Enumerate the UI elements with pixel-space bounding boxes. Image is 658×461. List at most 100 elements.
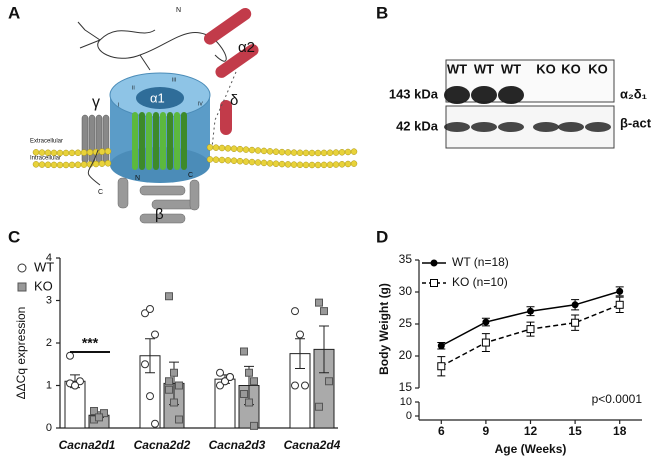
data-point bbox=[571, 301, 579, 309]
alpha2-helix bbox=[203, 7, 252, 45]
data-point bbox=[526, 325, 535, 334]
lipid bbox=[254, 147, 262, 154]
lipid bbox=[314, 149, 322, 157]
lipid bbox=[32, 149, 40, 156]
lipid bbox=[98, 148, 106, 155]
lipid bbox=[32, 161, 40, 168]
data-point bbox=[437, 342, 445, 350]
lipid bbox=[224, 157, 232, 164]
lipid bbox=[38, 161, 46, 168]
y-tick-label: 4 bbox=[46, 252, 52, 264]
lipid bbox=[326, 149, 334, 157]
band bbox=[533, 122, 559, 132]
data-point bbox=[226, 373, 234, 381]
lipid bbox=[350, 160, 358, 167]
chain bbox=[87, 149, 101, 186]
label: I bbox=[118, 102, 119, 108]
size-label: 143 kDa bbox=[389, 86, 439, 101]
data-point bbox=[571, 318, 580, 327]
x-tick-label: Cacna2d4 bbox=[284, 438, 341, 452]
lipid bbox=[104, 148, 112, 155]
lipid bbox=[260, 147, 268, 155]
helix bbox=[160, 112, 166, 170]
data-point bbox=[245, 398, 253, 407]
lipid bbox=[224, 145, 232, 152]
data-point bbox=[216, 381, 224, 390]
data-point bbox=[90, 407, 98, 415]
label: N bbox=[135, 175, 140, 182]
lipid bbox=[92, 160, 100, 168]
lane-label: WT bbox=[501, 61, 521, 76]
data-point bbox=[615, 300, 624, 309]
data-point bbox=[216, 368, 224, 377]
data-point bbox=[301, 381, 309, 390]
lipid bbox=[62, 161, 70, 169]
disulfide bbox=[211, 71, 237, 149]
helix bbox=[139, 112, 145, 170]
membrane bbox=[32, 144, 358, 169]
lane-label: KO bbox=[536, 61, 556, 76]
lipid bbox=[290, 161, 298, 168]
label: β bbox=[155, 206, 164, 223]
data-point bbox=[481, 338, 490, 347]
data-point bbox=[165, 292, 173, 301]
glycan bbox=[77, 21, 151, 71]
lipid bbox=[332, 161, 340, 168]
data-point bbox=[141, 309, 149, 318]
lipid bbox=[320, 161, 328, 169]
label: II bbox=[132, 85, 135, 91]
data-point bbox=[437, 362, 446, 371]
legend-marker bbox=[17, 282, 27, 292]
lipid bbox=[230, 145, 238, 152]
band bbox=[585, 122, 611, 132]
label: C bbox=[188, 172, 193, 179]
lipid bbox=[62, 149, 70, 157]
data-point bbox=[151, 419, 159, 428]
protein-label: β-act bbox=[620, 115, 652, 130]
lipid bbox=[344, 160, 352, 168]
lipid bbox=[80, 161, 88, 168]
data-point bbox=[320, 307, 328, 316]
helix bbox=[139, 213, 186, 224]
lipid bbox=[74, 161, 82, 169]
label: Extracellular bbox=[30, 139, 63, 145]
data-point bbox=[315, 298, 323, 307]
chart-c: 0 1 2 3 4 ΔΔCq expression Cacna2d1 Cacna2d2 Cacn… bbox=[14, 252, 340, 452]
y-tick-label: 25 bbox=[399, 316, 413, 330]
lipid bbox=[212, 144, 220, 151]
lipid bbox=[314, 161, 322, 169]
y-tick-label: 0 bbox=[46, 422, 52, 434]
data-point bbox=[482, 318, 490, 326]
lipid bbox=[284, 161, 292, 168]
legend-marker bbox=[430, 259, 438, 267]
label: IV bbox=[198, 101, 203, 107]
band bbox=[471, 122, 497, 132]
pore-helices bbox=[132, 112, 187, 170]
lipid bbox=[308, 161, 316, 169]
data-point bbox=[221, 377, 229, 386]
size-label: 42 kDa bbox=[396, 118, 439, 133]
band bbox=[444, 86, 470, 104]
y-tick-label: 35 bbox=[399, 252, 413, 266]
lipid bbox=[104, 160, 112, 167]
x-tick-label: 12 bbox=[524, 424, 538, 438]
label: Intracellular bbox=[30, 156, 61, 162]
data-point bbox=[66, 351, 74, 360]
band bbox=[558, 122, 584, 132]
lipid bbox=[278, 160, 286, 168]
label: δ bbox=[230, 92, 238, 109]
y-tick-label: 0 bbox=[406, 410, 412, 422]
y-tick-label: 10 bbox=[400, 396, 412, 408]
annotation: *** bbox=[82, 335, 99, 351]
error-bar bbox=[145, 338, 155, 374]
lipid bbox=[272, 148, 280, 155]
x-tick-label: Cacna2d2 bbox=[134, 438, 191, 452]
data-point bbox=[146, 305, 154, 313]
data-point bbox=[170, 398, 178, 407]
panel-label: C bbox=[8, 227, 20, 246]
lipid bbox=[242, 158, 250, 165]
data-point bbox=[71, 381, 79, 390]
data-point bbox=[175, 415, 183, 424]
data-point bbox=[250, 421, 258, 430]
helix bbox=[181, 112, 187, 170]
